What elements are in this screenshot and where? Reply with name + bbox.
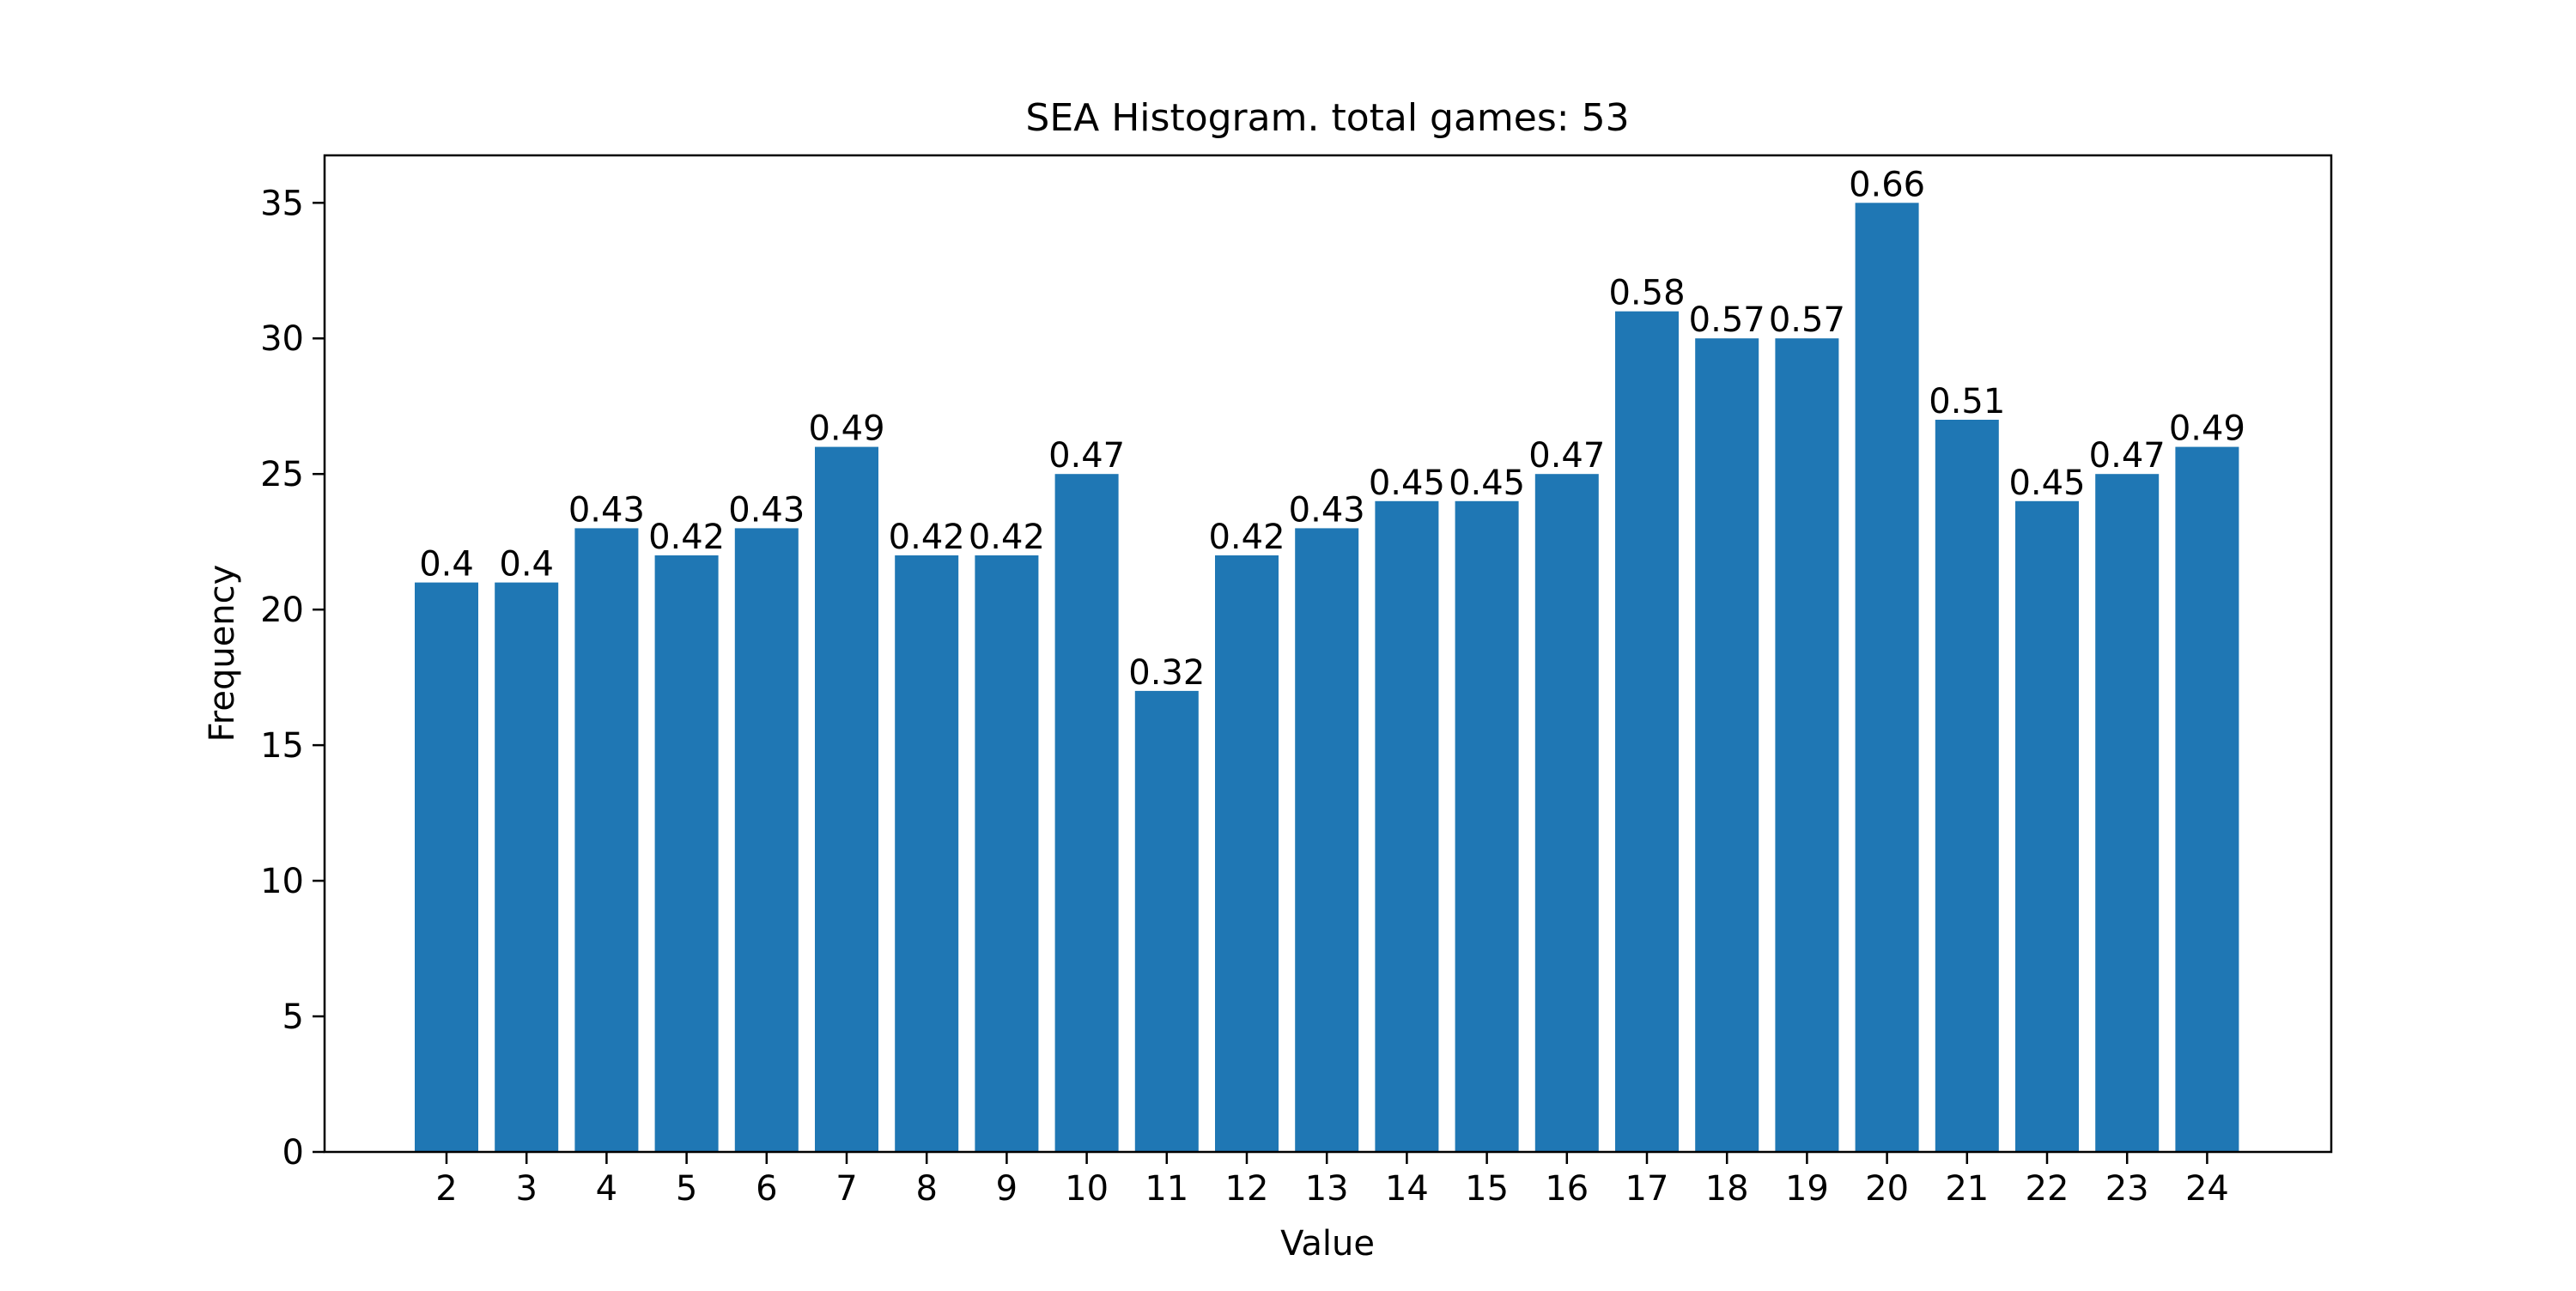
- bar-value-label-16: 0.47: [1528, 436, 1605, 476]
- y-tick-label: 20: [260, 591, 304, 630]
- bars-layer: [415, 203, 2239, 1152]
- bar-value-label-7: 0.49: [808, 409, 884, 449]
- bar-19: [1775, 338, 1839, 1152]
- bar-2: [415, 582, 478, 1152]
- y-tick-label: 10: [260, 862, 304, 901]
- bar-9: [975, 555, 1039, 1152]
- x-tick-label: 8: [915, 1169, 937, 1209]
- x-tick-label: 3: [515, 1169, 537, 1209]
- x-tick-label: 16: [1545, 1169, 1589, 1209]
- bar-14: [1375, 500, 1439, 1152]
- bar-23: [2095, 474, 2160, 1152]
- bar-value-label-13: 0.43: [1289, 490, 1365, 530]
- x-tick-label: 20: [1865, 1169, 1909, 1209]
- y-tick-label: 30: [260, 319, 304, 359]
- bar-value-label-14: 0.45: [1369, 464, 1445, 503]
- bar-value-label-12: 0.42: [1208, 518, 1285, 557]
- bar-17: [1615, 311, 1679, 1152]
- x-tick-label: 15: [1465, 1169, 1509, 1209]
- y-tick-label: 0: [283, 1133, 304, 1173]
- bar-15: [1455, 500, 1519, 1152]
- bar-value-label-10: 0.47: [1048, 436, 1125, 476]
- bar-6: [734, 528, 799, 1152]
- chart-title: SEA Histogram. total games: 53: [1025, 96, 1629, 140]
- bar-24: [2175, 446, 2239, 1152]
- x-tick-label: 2: [435, 1169, 457, 1209]
- bar-4: [574, 528, 639, 1152]
- y-axis-title: Frequency: [203, 565, 242, 742]
- bar-5: [654, 555, 719, 1152]
- x-tick-label: 14: [1385, 1169, 1429, 1209]
- bar-21: [1935, 420, 1999, 1152]
- x-tick-label: 18: [1705, 1169, 1749, 1209]
- x-tick-label: 7: [835, 1169, 857, 1209]
- x-tick-label: 24: [2185, 1169, 2229, 1209]
- bar-value-label-21: 0.51: [1929, 382, 2005, 421]
- bar-7: [815, 446, 878, 1152]
- x-axis-title: Value: [1280, 1224, 1375, 1264]
- bar-labels-layer: 0.4 0.40.430.420.430.490.42 0.420.470.320.…: [419, 165, 2245, 693]
- bar-18: [1695, 338, 1759, 1152]
- bar-3: [495, 582, 559, 1152]
- bar-value-label-2: 0.4: [419, 545, 474, 585]
- x-tick-label: 13: [1305, 1169, 1349, 1209]
- bar-value-label-5: 0.42: [648, 518, 725, 557]
- bar-12: [1215, 555, 1279, 1152]
- bar-16: [1534, 474, 1599, 1152]
- y-tick-label: 15: [260, 726, 304, 766]
- x-tick-label: 23: [2105, 1169, 2149, 1209]
- bar-value-label-24: 0.49: [2169, 409, 2245, 449]
- x-tick-label: 22: [2026, 1169, 2069, 1209]
- bar-value-label-23: 0.47: [2089, 436, 2166, 476]
- bar-10: [1054, 474, 1119, 1152]
- x-tick-label: 19: [1785, 1169, 1829, 1209]
- bar-value-label-11: 0.32: [1128, 653, 1205, 693]
- x-tick-label: 12: [1225, 1169, 1269, 1209]
- x-tick-label: 5: [676, 1169, 697, 1209]
- bar-value-label-18: 0.57: [1689, 300, 1765, 340]
- bar-value-label-9: 0.42: [969, 518, 1045, 557]
- bar-value-label-15: 0.45: [1449, 464, 1525, 503]
- plot-frame: [323, 154, 2333, 1154]
- bar-value-label-4: 0.43: [568, 490, 645, 530]
- bar-22: [2015, 500, 2079, 1152]
- y-axis: 0 5 10 15 20 25 30 35: [260, 184, 325, 1173]
- y-tick-label: 5: [283, 997, 304, 1037]
- bar-value-label-8: 0.42: [889, 518, 965, 557]
- x-axis: 2 3 4 5 6 7 8 9 10 11 12 13 14 15 16 17 18 19 20 21 22 23 24: [435, 1152, 2229, 1209]
- x-tick-label: 6: [756, 1169, 777, 1209]
- bar-value-label-19: 0.57: [1769, 300, 1845, 340]
- x-tick-label: 11: [1145, 1169, 1188, 1209]
- bar-value-label-17: 0.58: [1608, 274, 1685, 313]
- bar-11: [1134, 690, 1199, 1152]
- bar-value-label-6: 0.43: [728, 490, 805, 530]
- x-tick-label: 17: [1625, 1169, 1669, 1209]
- x-tick-label: 10: [1065, 1169, 1109, 1209]
- y-tick-label: 35: [260, 184, 304, 223]
- bar-value-label-3: 0.4: [499, 545, 554, 585]
- bar-8: [895, 555, 959, 1152]
- bar-value-label-20: 0.66: [1849, 165, 1925, 204]
- bar-13: [1295, 528, 1359, 1152]
- bar-20: [1855, 203, 1919, 1152]
- x-tick-label: 21: [1945, 1169, 1989, 1209]
- bar-value-label-22: 0.45: [2008, 464, 2085, 503]
- x-tick-label: 9: [996, 1169, 1018, 1209]
- x-tick-label: 4: [596, 1169, 617, 1209]
- y-tick-label: 25: [260, 455, 304, 494]
